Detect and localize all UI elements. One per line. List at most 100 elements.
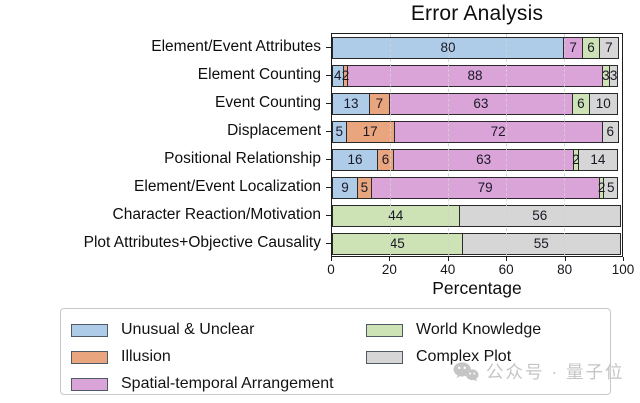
legend-swatch <box>71 323 108 337</box>
bar-segment: 44 <box>332 205 460 227</box>
bar-value-label: 63 <box>476 152 492 168</box>
bar-row: 9 5 79 2 5 <box>332 177 622 199</box>
bar-segment: 5 <box>332 121 347 143</box>
bar-segment: 3 <box>609 65 618 87</box>
legend-swatch <box>71 377 108 391</box>
bar-segment: 10 <box>588 93 618 115</box>
category-label: Plot Attributes+Objective Causality <box>83 234 321 251</box>
bar-row: 80 7 6 7 <box>332 37 622 59</box>
bar-segment: 16 <box>332 149 378 171</box>
bar-segment: 63 <box>388 93 574 115</box>
bar-value-label: 6 <box>381 152 390 168</box>
y-tick <box>326 131 331 132</box>
bar-segment: 5 <box>357 177 372 199</box>
bar-row: 16 6 63 2 14 <box>332 149 622 171</box>
bar-segment: 72 <box>393 121 603 143</box>
chart-title: Error Analysis <box>410 2 544 25</box>
y-tick <box>326 243 331 244</box>
x-tick <box>623 257 624 261</box>
bar-value-label: 16 <box>347 152 363 168</box>
x-tick-label: 40 <box>440 262 456 277</box>
bar-segment: 13 <box>332 93 371 115</box>
bar-segment: 7 <box>598 37 619 59</box>
category-label: Element/Event Attributes <box>151 38 321 55</box>
y-tick <box>326 103 331 104</box>
plot-area: 80 7 6 7 4 2 88 3 3 13 7 63 6 10 5 17 72 6 16 6 63 2 14 9 5 79 2 5 4… <box>331 33 623 257</box>
bar-segment: 88 <box>347 65 603 87</box>
legend-label: Unusual & Unclear <box>121 321 255 338</box>
bar-segment: 5 <box>603 177 618 199</box>
x-tick <box>506 257 508 261</box>
bar-value-label: 7 <box>605 40 613 56</box>
bar-row: 4 2 88 3 3 <box>332 65 622 87</box>
x-tick-label: 0 <box>327 262 335 277</box>
category-label: Character Reaction/Motivation <box>112 206 322 223</box>
bar-value-label: 72 <box>490 124 506 140</box>
bar-value-label: 7 <box>375 96 384 112</box>
bar-value-label: 63 <box>473 96 489 112</box>
x-tick <box>564 257 566 261</box>
bar-value-label: 2 <box>572 152 580 168</box>
bar-row: 45 55 <box>332 233 622 255</box>
bar-segment: 7 <box>369 93 390 115</box>
y-tick <box>326 187 331 188</box>
bar-segment: 6 <box>582 37 600 59</box>
bar-value-label: 5 <box>360 180 369 196</box>
category-label: Positional Relationship <box>164 150 321 167</box>
x-tick-label: 80 <box>557 262 573 277</box>
x-tick <box>331 257 332 261</box>
bar-value-label: 2 <box>341 68 350 84</box>
legend-item: Unusual & Unclear <box>71 317 254 343</box>
bar-value-label: 56 <box>532 208 548 224</box>
bar-segment: 55 <box>461 233 621 255</box>
bar-value-label: 14 <box>590 152 606 168</box>
bar-value-label: 45 <box>389 236 405 252</box>
bar-value-label: 79 <box>477 180 493 196</box>
bar-value-label: 6 <box>587 40 595 56</box>
bar-segment: 6 <box>572 93 590 115</box>
bar-segment: 80 <box>332 37 564 59</box>
bar-segment: 17 <box>345 121 395 143</box>
legend-swatch <box>71 350 108 364</box>
bar-segment: 2 <box>572 149 580 171</box>
x-tick-label: 20 <box>381 262 397 277</box>
legend-label: Illusion <box>121 348 171 365</box>
wechat-icon <box>452 361 479 382</box>
legend-label: World Knowledge <box>416 321 542 338</box>
legend-swatch <box>366 323 403 337</box>
x-tick <box>389 257 391 261</box>
legend-swatch <box>366 350 403 364</box>
bar-value-label: 2 <box>597 180 606 196</box>
bar-segment: 6 <box>376 149 395 171</box>
category-label: Displacement <box>227 122 321 139</box>
bar-segment: 45 <box>332 233 463 255</box>
category-label: Element/Event Localization <box>134 178 321 195</box>
y-tick <box>326 215 331 216</box>
bar-value-label: 5 <box>335 124 343 140</box>
bar-segment: 79 <box>370 177 600 199</box>
bar-value-label: 6 <box>577 96 585 112</box>
legend-item: World Knowledge <box>366 317 541 343</box>
bar-value-label: 13 <box>343 96 359 112</box>
y-tick <box>326 159 331 160</box>
legend-item: Complex Plot <box>366 344 511 370</box>
watermark-text: 公众号 · 量子位 <box>486 362 625 382</box>
watermark: 公众号 · 量子位 <box>452 359 625 384</box>
legend-label: Spatial-temporal Arrangement <box>121 375 334 392</box>
x-axis-title: Percentage <box>432 278 522 298</box>
bar-value-label: 3 <box>602 68 610 84</box>
x-tick-label: 60 <box>498 262 514 277</box>
bar-segment: 7 <box>563 37 584 59</box>
category-label: Element Counting <box>197 66 321 83</box>
bar-row: 44 56 <box>332 205 622 227</box>
bar-value-label: 9 <box>341 180 349 196</box>
category-label: Event Counting <box>215 94 321 111</box>
legend-label: Complex Plot <box>416 348 512 365</box>
bar-value-label: 7 <box>569 40 577 56</box>
legend-box: Unusual & Unclear Illusion Spatial-tempora… <box>60 308 611 395</box>
bar-value-label: 17 <box>362 124 378 140</box>
y-tick <box>326 75 331 76</box>
bar-row: 5 17 72 6 <box>332 121 622 143</box>
legend-item: Spatial-temporal Arrangement <box>71 371 334 397</box>
